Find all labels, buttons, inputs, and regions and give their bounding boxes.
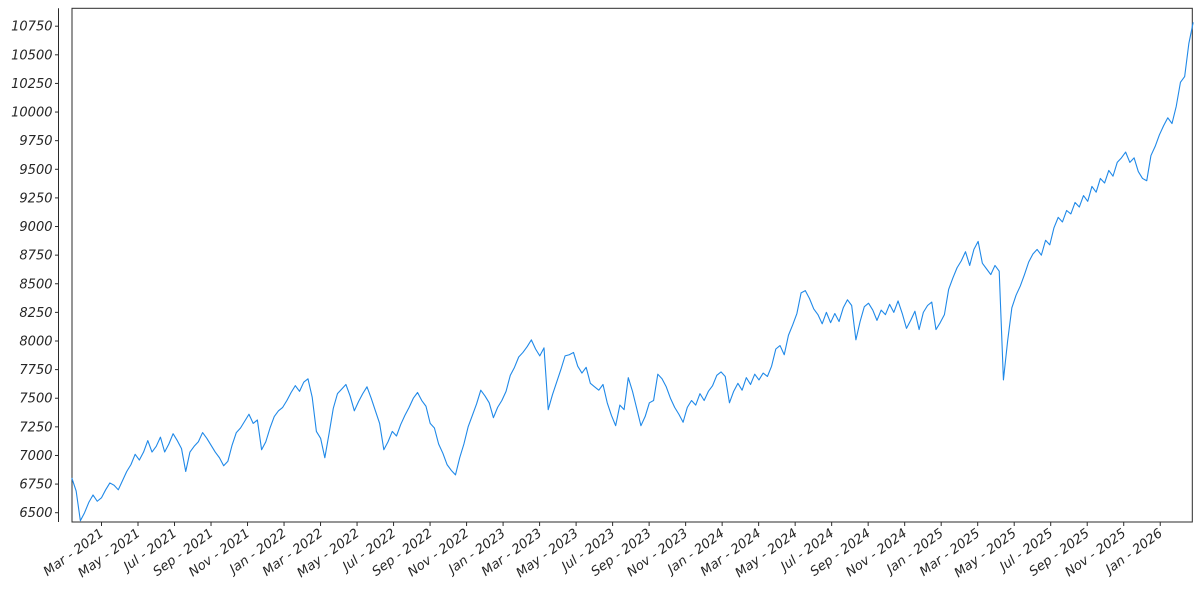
y-tick-label: 8750: [19, 249, 52, 264]
y-tick-label: 8000: [19, 334, 52, 349]
y-tick-label: 7000: [19, 449, 52, 464]
y-tick-label: 7250: [19, 420, 52, 435]
y-tick-label: 6500: [19, 506, 52, 521]
price-line-series: [71, 22, 1194, 522]
y-tick-label: 7750: [19, 363, 52, 378]
y-tick-label: 9000: [19, 220, 52, 235]
y-tick-label: 6750: [19, 478, 52, 493]
y-tick-label: 7500: [19, 392, 52, 407]
y-tick-label: 9750: [19, 134, 52, 149]
y-tick-label: 9500: [19, 163, 52, 178]
y-tick-label: 10000: [11, 106, 52, 121]
y-tick-label: 10750: [11, 20, 52, 35]
plot-frame: [71, 7, 1193, 523]
y-tick-label: 8500: [19, 277, 52, 292]
y-tick-label: 10250: [11, 77, 52, 92]
y-tick-label: 10500: [11, 48, 52, 63]
y-tick-label: 9250: [19, 191, 52, 206]
y-tick-label: 8250: [19, 306, 52, 321]
